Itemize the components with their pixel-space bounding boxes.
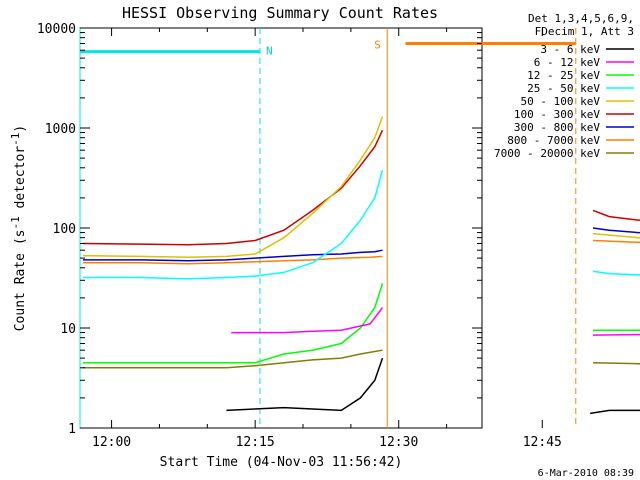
series-line xyxy=(226,357,384,412)
y-tick-label: 10 xyxy=(60,322,76,337)
y-tick-label: 1000 xyxy=(45,122,76,137)
y-axis: 1 10 100 1000 10000 xyxy=(37,22,482,437)
series-line xyxy=(82,129,384,246)
y-label-sup1: -1 xyxy=(9,216,22,229)
y-label-part1: Count Rate (s xyxy=(13,230,28,332)
x-axis-label: Start Time (04-Nov-03 11:56:42) xyxy=(160,455,403,470)
y-axis-label: Count Rate (s-1 detector-1) xyxy=(9,125,28,332)
legend-label: 6 - 12 keV xyxy=(534,56,601,69)
series-line xyxy=(82,255,383,265)
series-line xyxy=(82,116,384,258)
series-line xyxy=(592,361,640,365)
series-line xyxy=(82,169,384,280)
series-line xyxy=(592,209,640,221)
legend-label: 12 - 25 keV xyxy=(527,69,600,82)
legend-label: 300 - 800 keV xyxy=(514,121,600,134)
legend-label: 7000 - 20000 keV xyxy=(494,147,600,160)
series-line xyxy=(592,333,640,336)
x-tick-label: 12:15 xyxy=(236,435,275,450)
legend-label: 50 - 100 keV xyxy=(521,95,601,108)
series-line xyxy=(82,249,383,262)
y-label-part2: detector xyxy=(13,146,28,217)
y-label-sup2: -1 xyxy=(9,133,22,146)
night-label: N xyxy=(266,45,273,58)
legend-label: 3 - 6 keV xyxy=(540,43,600,56)
x-tick-label: 12:00 xyxy=(92,435,131,450)
series-line xyxy=(592,232,640,239)
series-line xyxy=(590,409,640,415)
legend-header-2: FDecim 1, Att 3 xyxy=(535,25,634,38)
y-tick-label: 100 xyxy=(53,222,76,237)
legend-label: 25 - 50 keV xyxy=(527,82,600,95)
series-line xyxy=(82,283,384,364)
y-label-part3: ) xyxy=(13,125,28,133)
series-line xyxy=(592,239,640,244)
series-line xyxy=(82,349,383,369)
series-line xyxy=(592,270,640,276)
legend-label: 100 - 300 keV xyxy=(514,108,600,121)
chart-title: HESSI Observing Summary Count Rates xyxy=(122,4,438,22)
x-tick-label: 12:45 xyxy=(523,435,562,450)
series-line xyxy=(592,227,640,234)
x-tick-label: 12:30 xyxy=(379,435,418,450)
legend-header-1: Det 1,3,4,5,6,9, xyxy=(528,12,634,25)
y-tick-label: 1 xyxy=(68,422,76,437)
footer-date: 6-Mar-2010 08:39 xyxy=(538,468,634,479)
y-tick-label: 10000 xyxy=(37,22,76,37)
legend: Det 1,3,4,5,6,9, FDecim 1, Att 3 3 - 6 k… xyxy=(494,12,634,160)
legend-label: 800 - 7000 keV xyxy=(507,134,600,147)
series-line xyxy=(231,307,384,334)
saa-label: S xyxy=(374,38,381,51)
series-group xyxy=(82,116,640,415)
